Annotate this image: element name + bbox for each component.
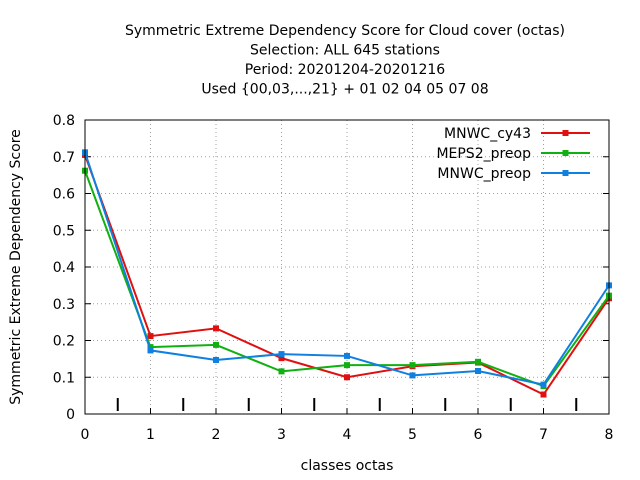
data-point: [344, 362, 350, 369]
title-line-1: Symmetric Extreme Dependency Score for C…: [125, 23, 565, 39]
legend: MNWC_cy43 MEPS2_preop MNWC_preop: [436, 126, 590, 182]
legend-marker: [562, 130, 569, 136]
legend-item: MNWC_preop: [437, 166, 590, 182]
x-tick-label: 6: [474, 427, 483, 443]
y-tick-label: 0.8: [53, 113, 75, 129]
data-point: [344, 374, 350, 381]
x-tick-label: 5: [408, 427, 417, 443]
x-tick-label: 4: [343, 427, 352, 443]
data-point: [278, 355, 285, 362]
legend-marker: [562, 150, 569, 156]
data-point: [147, 344, 154, 351]
grid: [85, 120, 609, 414]
y-tick-label: 0: [66, 407, 75, 423]
plot-frame: [84, 119, 610, 415]
y-tick-label: 0.7: [53, 150, 75, 166]
x-tick-label: 3: [277, 427, 286, 443]
data-point: [409, 372, 416, 379]
data-point: [278, 368, 285, 375]
x-tick-label: 7: [539, 427, 548, 443]
title-line-2: Selection: ALL 645 stations: [250, 43, 440, 59]
legend-item: MNWC_cy43: [444, 126, 590, 142]
legend-item: MEPS2_preop: [436, 146, 590, 162]
legend-label: MNWC_preop: [437, 166, 531, 182]
chart-title: Symmetric Extreme Dependency Score for C…: [125, 23, 565, 98]
axis-ticks: 0 0.1 0.2 0.3 0.4 0.5 0.6 0.7 0.8 0 1 2 3 4 5 6 7 8: [53, 113, 614, 443]
data-point: [475, 368, 481, 375]
legend-marker: [562, 170, 569, 176]
legend-label: MEPS2_preop: [436, 146, 531, 162]
data-point: [213, 325, 219, 332]
data-point: [475, 358, 481, 365]
x-tick-label: 2: [212, 427, 221, 443]
y-tick-label: 0.6: [53, 187, 75, 203]
data-point: [409, 362, 416, 369]
y-axis-label: Symmetric Extreme Dependency Score: [8, 129, 24, 405]
data-point: [540, 381, 547, 388]
y-tick-label: 0.5: [53, 223, 75, 239]
x-tick-label: 1: [146, 427, 155, 443]
y-tick-label: 0.2: [53, 334, 75, 350]
x-axis-label: classes octas: [301, 458, 394, 474]
title-line-4: Used {00,03,...,21} + 01 02 04 05 07 08: [201, 82, 488, 98]
legend-label: MNWC_cy43: [444, 126, 531, 142]
data-point: [213, 341, 219, 348]
y-tick-label: 0.3: [53, 297, 75, 313]
y-tick-label: 0.4: [53, 260, 75, 276]
y-tick-label: 0.1: [53, 370, 75, 386]
x-tick-label: 8: [605, 427, 614, 443]
data-point: [147, 347, 154, 354]
data-point: [147, 333, 154, 340]
data-point: [278, 351, 285, 358]
series-lines: [82, 149, 612, 398]
data-point: [540, 391, 547, 398]
x-tick-label: 0: [81, 427, 90, 443]
data-point: [213, 356, 219, 363]
title-line-3: Period: 20201204-20201216: [245, 62, 445, 78]
data-point: [344, 352, 350, 359]
